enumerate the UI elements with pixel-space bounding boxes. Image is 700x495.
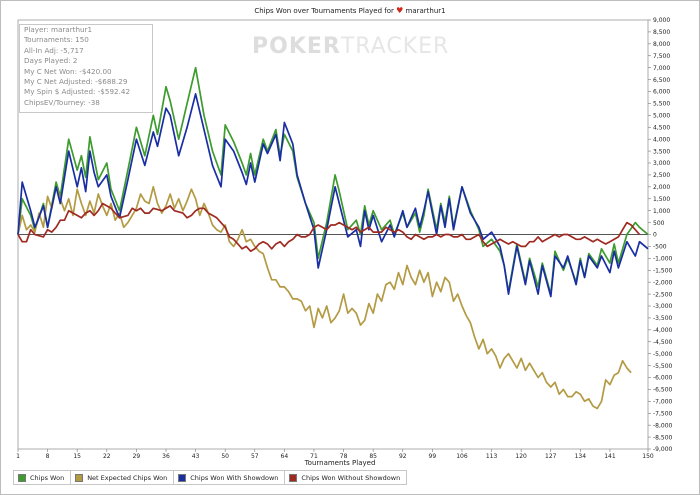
y-tick-label: 8,500 bbox=[653, 29, 670, 36]
x-tick-label: 92 bbox=[399, 453, 407, 460]
y-tick-label: 1,500 bbox=[653, 196, 670, 203]
y-tick-label: -1,000 bbox=[653, 256, 673, 263]
stat-line: Player: mararthur1 bbox=[24, 25, 93, 34]
x-tick-label: 22 bbox=[103, 453, 111, 460]
y-tick-label: 4,000 bbox=[653, 136, 670, 143]
y-tick-label: -9,000 bbox=[653, 446, 673, 453]
x-tick-label: 141 bbox=[604, 453, 616, 460]
y-tick-label: 3,000 bbox=[653, 160, 670, 167]
x-tick-label: 15 bbox=[73, 453, 81, 460]
x-tick-label: 57 bbox=[251, 453, 259, 460]
x-tick-label: 29 bbox=[133, 453, 141, 460]
series-line-chips-won-with-showdown bbox=[17, 93, 649, 298]
legend-swatch bbox=[18, 473, 26, 482]
y-tick-label: -4,000 bbox=[653, 327, 673, 334]
y-tick-label: 3,500 bbox=[653, 148, 670, 155]
y-tick-label: 7,000 bbox=[653, 65, 670, 72]
y-tick-label: -7,000 bbox=[653, 399, 673, 406]
heart-suit-icon: ♥ bbox=[396, 6, 404, 15]
y-tick-label: 1,000 bbox=[653, 208, 670, 215]
x-tick-label: 1 bbox=[16, 453, 20, 460]
x-tick-label: 71 bbox=[310, 453, 318, 460]
y-tick-label: -5,000 bbox=[653, 351, 673, 358]
x-tick-label: 64 bbox=[281, 453, 289, 460]
legend-label: Net Expected Chips Won bbox=[87, 473, 168, 482]
legend-item-with-showdown[interactable]: Chips Won With Showdown bbox=[173, 470, 286, 485]
x-tick-label: 36 bbox=[162, 453, 170, 460]
x-tick-label: 150 bbox=[642, 453, 654, 460]
x-tick-label: 85 bbox=[369, 453, 377, 460]
chart-title-prefix: Chips Won over Tournaments Played for bbox=[254, 7, 394, 15]
y-tick-label: -500 bbox=[653, 244, 667, 251]
y-tick-label: 0 bbox=[653, 232, 657, 239]
legend-label: Chips Won bbox=[30, 473, 65, 482]
stat-line: My Spin $ Adjusted: -$592.42 bbox=[24, 87, 131, 97]
series-line-net-expected-chips-won bbox=[17, 185, 632, 410]
chart-title-player: mararthur1 bbox=[405, 7, 446, 15]
x-tick-label: 43 bbox=[192, 453, 200, 460]
legend-label: Chips Won With Showdown bbox=[190, 473, 279, 482]
legend-swatch bbox=[289, 473, 298, 482]
y-tick-label: -5,500 bbox=[653, 363, 673, 370]
y-tick-label: -6,000 bbox=[653, 375, 673, 382]
y-tick-label: -8,500 bbox=[653, 434, 673, 441]
stat-line: Tournaments: 150 bbox=[24, 35, 89, 45]
chart-title: Chips Won over Tournaments Played for ♥ … bbox=[0, 6, 700, 15]
stat-line: All-In Adj: -5,717 bbox=[24, 45, 84, 55]
stat-line: My C Net Adjusted: -$688.29 bbox=[24, 77, 128, 87]
x-tick-label: 113 bbox=[486, 453, 498, 460]
y-tick-label: 4,500 bbox=[653, 124, 670, 131]
legend-item-net-expected[interactable]: Net Expected Chips Won bbox=[70, 470, 175, 485]
x-axis-label: Tournaments Played bbox=[304, 459, 376, 467]
stat-line: Days Played: 2 bbox=[24, 56, 78, 66]
watermark-bold: POKER bbox=[252, 34, 341, 59]
y-tick-label: 5,500 bbox=[653, 101, 670, 108]
y-tick-label: -6,500 bbox=[653, 387, 673, 394]
x-tick-label: 8 bbox=[46, 453, 50, 460]
y-tick-label: -2,000 bbox=[653, 279, 673, 286]
x-tick-label: 78 bbox=[340, 453, 348, 460]
y-tick-label: 7,500 bbox=[653, 53, 670, 60]
pokertracker-watermark: POKERTRACKER bbox=[252, 34, 449, 59]
y-tick-label: 6,500 bbox=[653, 77, 670, 84]
legend-swatch bbox=[178, 473, 187, 482]
y-tick-label: 8,000 bbox=[653, 41, 670, 48]
y-tick-label: 9,000 bbox=[653, 17, 670, 24]
y-tick-label: -3,500 bbox=[653, 315, 673, 322]
y-tick-label: -2,500 bbox=[653, 291, 673, 298]
y-tick-label: -7,500 bbox=[653, 410, 673, 417]
y-tick-label: -1,500 bbox=[653, 267, 673, 274]
y-tick-label: -3,000 bbox=[653, 303, 673, 310]
x-tick-label: 120 bbox=[515, 453, 527, 460]
x-tick-label: 134 bbox=[575, 453, 587, 460]
series-line-chips-won-without-showdown bbox=[17, 202, 641, 253]
legend-item-without-showdown[interactable]: Chips Won Without Showdown bbox=[284, 470, 408, 485]
y-tick-label: 2,500 bbox=[653, 172, 670, 179]
y-tick-label: -4,500 bbox=[653, 339, 673, 346]
legend-swatch bbox=[75, 473, 84, 482]
y-tick-label: 6,000 bbox=[653, 89, 670, 96]
chart-legend: Chips Won Net Expected Chips Won Chips W… bbox=[13, 470, 408, 485]
legend-item-chips-won[interactable]: Chips Won bbox=[13, 470, 72, 485]
stat-line: ChipsEV/Tourney: -38 bbox=[24, 97, 100, 107]
y-tick-label: 2,000 bbox=[653, 184, 670, 191]
x-tick-label: 99 bbox=[429, 453, 437, 460]
y-tick-label: -8,000 bbox=[653, 422, 673, 429]
stats-box: Player: mararthur1 Tournaments: 150 All-… bbox=[19, 24, 153, 113]
watermark-light: TRACKER bbox=[340, 34, 450, 59]
x-tick-label: 106 bbox=[456, 453, 468, 460]
stat-line: My C Net Won: -$420.00 bbox=[24, 66, 112, 76]
y-tick-label: 500 bbox=[653, 220, 665, 227]
legend-label: Chips Won Without Showdown bbox=[301, 473, 401, 482]
y-tick-label: 5,000 bbox=[653, 113, 670, 120]
x-tick-label: 50 bbox=[221, 453, 229, 460]
x-tick-label: 127 bbox=[545, 453, 557, 460]
